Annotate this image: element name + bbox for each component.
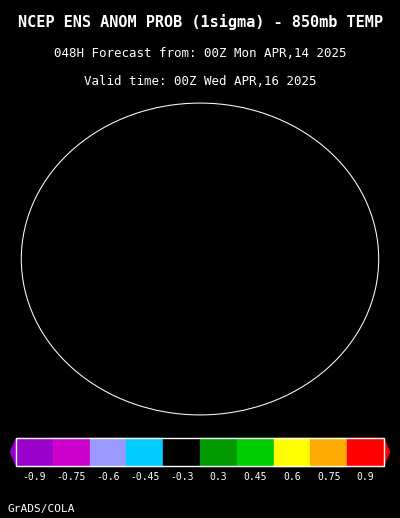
Text: -0.75: -0.75: [56, 471, 86, 482]
Text: -0.45: -0.45: [130, 471, 160, 482]
Text: -0.3: -0.3: [170, 471, 193, 482]
Text: 0.3: 0.3: [210, 471, 227, 482]
Text: 0.6: 0.6: [283, 471, 301, 482]
Text: 048H Forecast from: 00Z Mon APR,14 2025: 048H Forecast from: 00Z Mon APR,14 2025: [54, 47, 346, 60]
Bar: [16, 438, 53, 466]
Bar: [347, 438, 384, 466]
Bar: [200, 438, 237, 466]
Circle shape: [22, 104, 378, 414]
Bar: [163, 438, 200, 466]
Text: 0.9: 0.9: [357, 471, 374, 482]
Text: Valid time: 00Z Wed APR,16 2025: Valid time: 00Z Wed APR,16 2025: [84, 75, 316, 88]
Bar: [90, 438, 126, 466]
Bar: [274, 438, 310, 466]
Bar: [53, 438, 90, 466]
Text: GrADS/COLA: GrADS/COLA: [8, 503, 76, 514]
Bar: [237, 438, 274, 466]
Text: 0.45: 0.45: [244, 471, 267, 482]
Text: -0.9: -0.9: [23, 471, 46, 482]
Text: NCEP ENS ANOM PROB (1sigma) - 850mb TEMP: NCEP ENS ANOM PROB (1sigma) - 850mb TEMP: [18, 14, 382, 30]
Bar: [126, 438, 163, 466]
FancyArrow shape: [10, 439, 16, 465]
Text: 0.75: 0.75: [317, 471, 340, 482]
Bar: [310, 438, 347, 466]
Text: -0.6: -0.6: [96, 471, 120, 482]
FancyArrow shape: [384, 439, 390, 465]
